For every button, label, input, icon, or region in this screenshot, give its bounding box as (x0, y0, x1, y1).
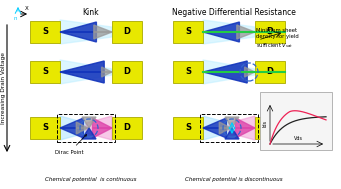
Polygon shape (76, 122, 88, 128)
Text: D: D (267, 67, 273, 77)
Polygon shape (236, 118, 255, 128)
Polygon shape (60, 22, 97, 32)
Bar (30, 117, 60, 139)
Polygon shape (60, 128, 84, 138)
Polygon shape (60, 61, 104, 72)
Text: S: S (185, 67, 191, 77)
Polygon shape (237, 25, 255, 32)
Text: S: S (42, 123, 48, 132)
Bar (30, 21, 60, 43)
Text: D: D (123, 123, 131, 132)
Polygon shape (60, 116, 86, 140)
Polygon shape (219, 128, 231, 134)
Bar (112, 61, 142, 83)
Bar (57, 114, 115, 142)
Polygon shape (203, 32, 239, 42)
Text: Dirac Point: Dirac Point (55, 135, 87, 155)
Text: Increasing Drain Voltage: Increasing Drain Voltage (1, 52, 6, 124)
Polygon shape (236, 128, 255, 138)
Polygon shape (203, 60, 255, 84)
Polygon shape (92, 128, 112, 138)
Bar (255, 117, 285, 139)
Bar (255, 61, 285, 83)
Polygon shape (219, 122, 231, 128)
Polygon shape (94, 25, 112, 32)
Polygon shape (102, 72, 112, 77)
Polygon shape (92, 118, 112, 128)
Polygon shape (82, 128, 96, 139)
Bar (173, 61, 203, 83)
Text: D: D (267, 28, 273, 36)
Polygon shape (76, 128, 88, 134)
Bar (173, 21, 203, 43)
Bar (255, 21, 285, 43)
Polygon shape (225, 128, 239, 139)
Text: S: S (42, 28, 48, 36)
Polygon shape (60, 20, 112, 44)
Text: Chemical potential  is continuous: Chemical potential is continuous (45, 177, 137, 181)
Polygon shape (60, 32, 97, 42)
Text: D: D (267, 123, 273, 132)
Polygon shape (229, 116, 255, 140)
Polygon shape (203, 128, 226, 138)
Polygon shape (60, 60, 112, 84)
Text: Ids: Ids (263, 119, 267, 127)
Polygon shape (203, 72, 247, 83)
Polygon shape (203, 20, 255, 44)
Text: S: S (185, 123, 191, 132)
Polygon shape (60, 72, 104, 83)
Polygon shape (244, 72, 255, 77)
Polygon shape (102, 67, 112, 72)
Text: Minimum sheet
density for yield
sufficient $V_{sat}$: Minimum sheet density for yield sufficie… (256, 28, 299, 50)
Text: D: D (123, 67, 131, 77)
Polygon shape (86, 116, 112, 140)
Bar (30, 61, 60, 83)
Polygon shape (237, 32, 255, 39)
Text: D: D (123, 28, 131, 36)
Polygon shape (225, 117, 239, 128)
Polygon shape (60, 118, 84, 128)
Bar (173, 117, 203, 139)
Polygon shape (244, 67, 255, 72)
Text: Vds: Vds (294, 136, 302, 140)
Text: X: X (25, 6, 29, 11)
Text: n: n (14, 16, 17, 21)
Bar (260, 92, 332, 150)
Polygon shape (203, 116, 229, 140)
Polygon shape (82, 117, 96, 128)
Text: Negative Differential Resistance: Negative Differential Resistance (172, 8, 296, 17)
Text: Kink: Kink (83, 8, 99, 17)
Polygon shape (203, 118, 226, 128)
Bar (112, 21, 142, 43)
Polygon shape (94, 32, 112, 39)
Text: S: S (42, 67, 48, 77)
Polygon shape (203, 22, 239, 32)
Text: S: S (185, 28, 191, 36)
Bar (200, 114, 258, 142)
Polygon shape (203, 61, 247, 72)
Text: Chemical potential is discontinuous: Chemical potential is discontinuous (185, 177, 283, 181)
Bar (112, 117, 142, 139)
